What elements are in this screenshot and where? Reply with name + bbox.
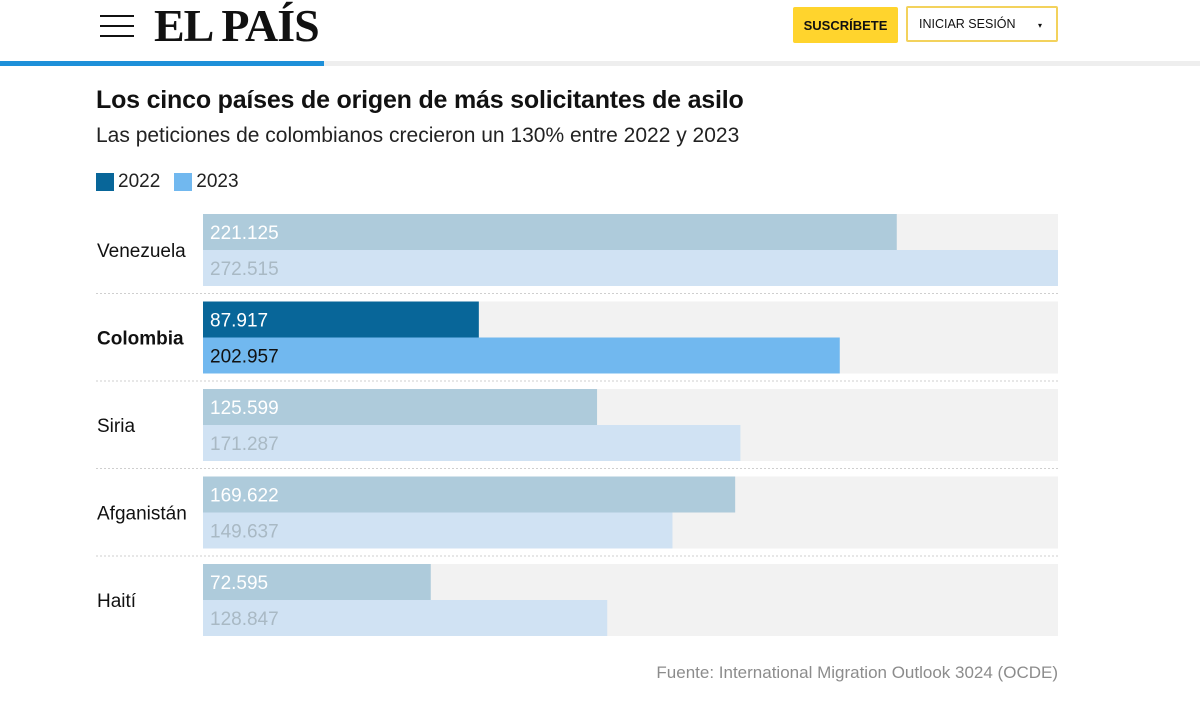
legend-label-2022: 2022: [118, 171, 161, 192]
category-label-colombia: Colombia: [97, 329, 184, 350]
bar-2022-haiti: [203, 564, 431, 600]
chart-subtitle: Las peticiones de colombianos crecieron …: [96, 124, 740, 147]
reading-progress-fill: [0, 61, 324, 66]
data-label-2022-afganistan: 169.622: [210, 486, 279, 507]
legend-swatch-2022: [96, 173, 114, 191]
bar-2022-colombia: [203, 301, 479, 338]
reading-progress-bar: [0, 61, 1200, 66]
data-label-2022-siria: 125.599: [210, 398, 279, 419]
bar-2023-colombia: [203, 337, 840, 374]
login-label: INICIAR SESIÓN: [919, 17, 1016, 31]
data-label-2023-afganistan: 149.637: [210, 522, 279, 543]
data-label-2023-colombia: 202.957: [210, 347, 279, 368]
login-button[interactable]: INICIAR SESIÓN ▾: [906, 6, 1058, 42]
chart-source: Fuente: International Migration Outlook …: [656, 663, 1058, 682]
category-label-afganistan: Afganistán: [97, 504, 187, 525]
bar-2023-afganistan: [203, 512, 673, 549]
bar-2022-siria: [203, 389, 598, 425]
site-logo[interactable]: EL PAÍS: [154, 0, 320, 51]
legend-swatch-2023: [174, 173, 193, 191]
data-label-2022-colombia: 87.917: [210, 311, 268, 332]
data-label-2023-venezuela: 272.515: [210, 259, 279, 280]
data-label-2022-haiti: 72.595: [210, 573, 268, 594]
chart-legend: 2022 2023: [96, 171, 253, 193]
subscribe-button[interactable]: SUSCRÍBETE: [793, 7, 898, 43]
category-label-haiti: Haití: [97, 591, 137, 612]
bar-2023-venezuela: [203, 250, 1058, 286]
bar-2023-haiti: [203, 600, 608, 636]
data-label-2023-haiti: 128.847: [210, 609, 279, 630]
menu-icon[interactable]: [100, 15, 134, 37]
category-label-venezuela: Venezuela: [97, 241, 186, 262]
chart-title: Los cinco países de origen de más solici…: [96, 86, 744, 114]
data-label-2022-venezuela: 221.125: [210, 223, 279, 244]
bar-2023-siria: [203, 425, 741, 461]
bar-2022-venezuela: [203, 214, 897, 250]
bar-2022-afganistan: [203, 476, 736, 513]
site-header: EL PAÍS SUSCRÍBETE INICIAR SESIÓN ▾: [0, 0, 1200, 66]
legend-item-2023: 2023: [174, 171, 239, 193]
data-label-2023-siria: 171.287: [210, 434, 279, 455]
legend-label-2023: 2023: [196, 171, 239, 192]
chevron-down-icon: ▾: [1037, 21, 1042, 30]
legend-item-2022: 2022: [96, 171, 160, 193]
category-label-siria: Siria: [97, 416, 135, 437]
